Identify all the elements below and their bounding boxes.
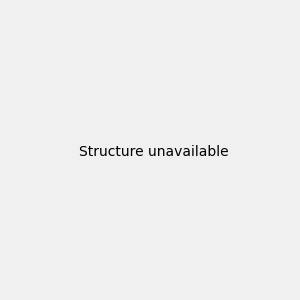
Text: Structure unavailable: Structure unavailable — [79, 145, 229, 158]
